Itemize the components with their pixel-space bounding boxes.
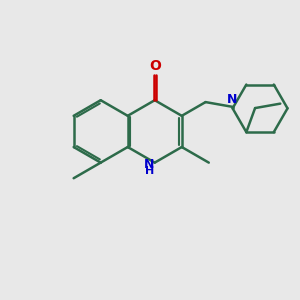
Text: N: N — [144, 158, 154, 171]
Text: O: O — [149, 59, 161, 73]
Text: N: N — [227, 93, 238, 106]
Text: H: H — [145, 166, 154, 176]
